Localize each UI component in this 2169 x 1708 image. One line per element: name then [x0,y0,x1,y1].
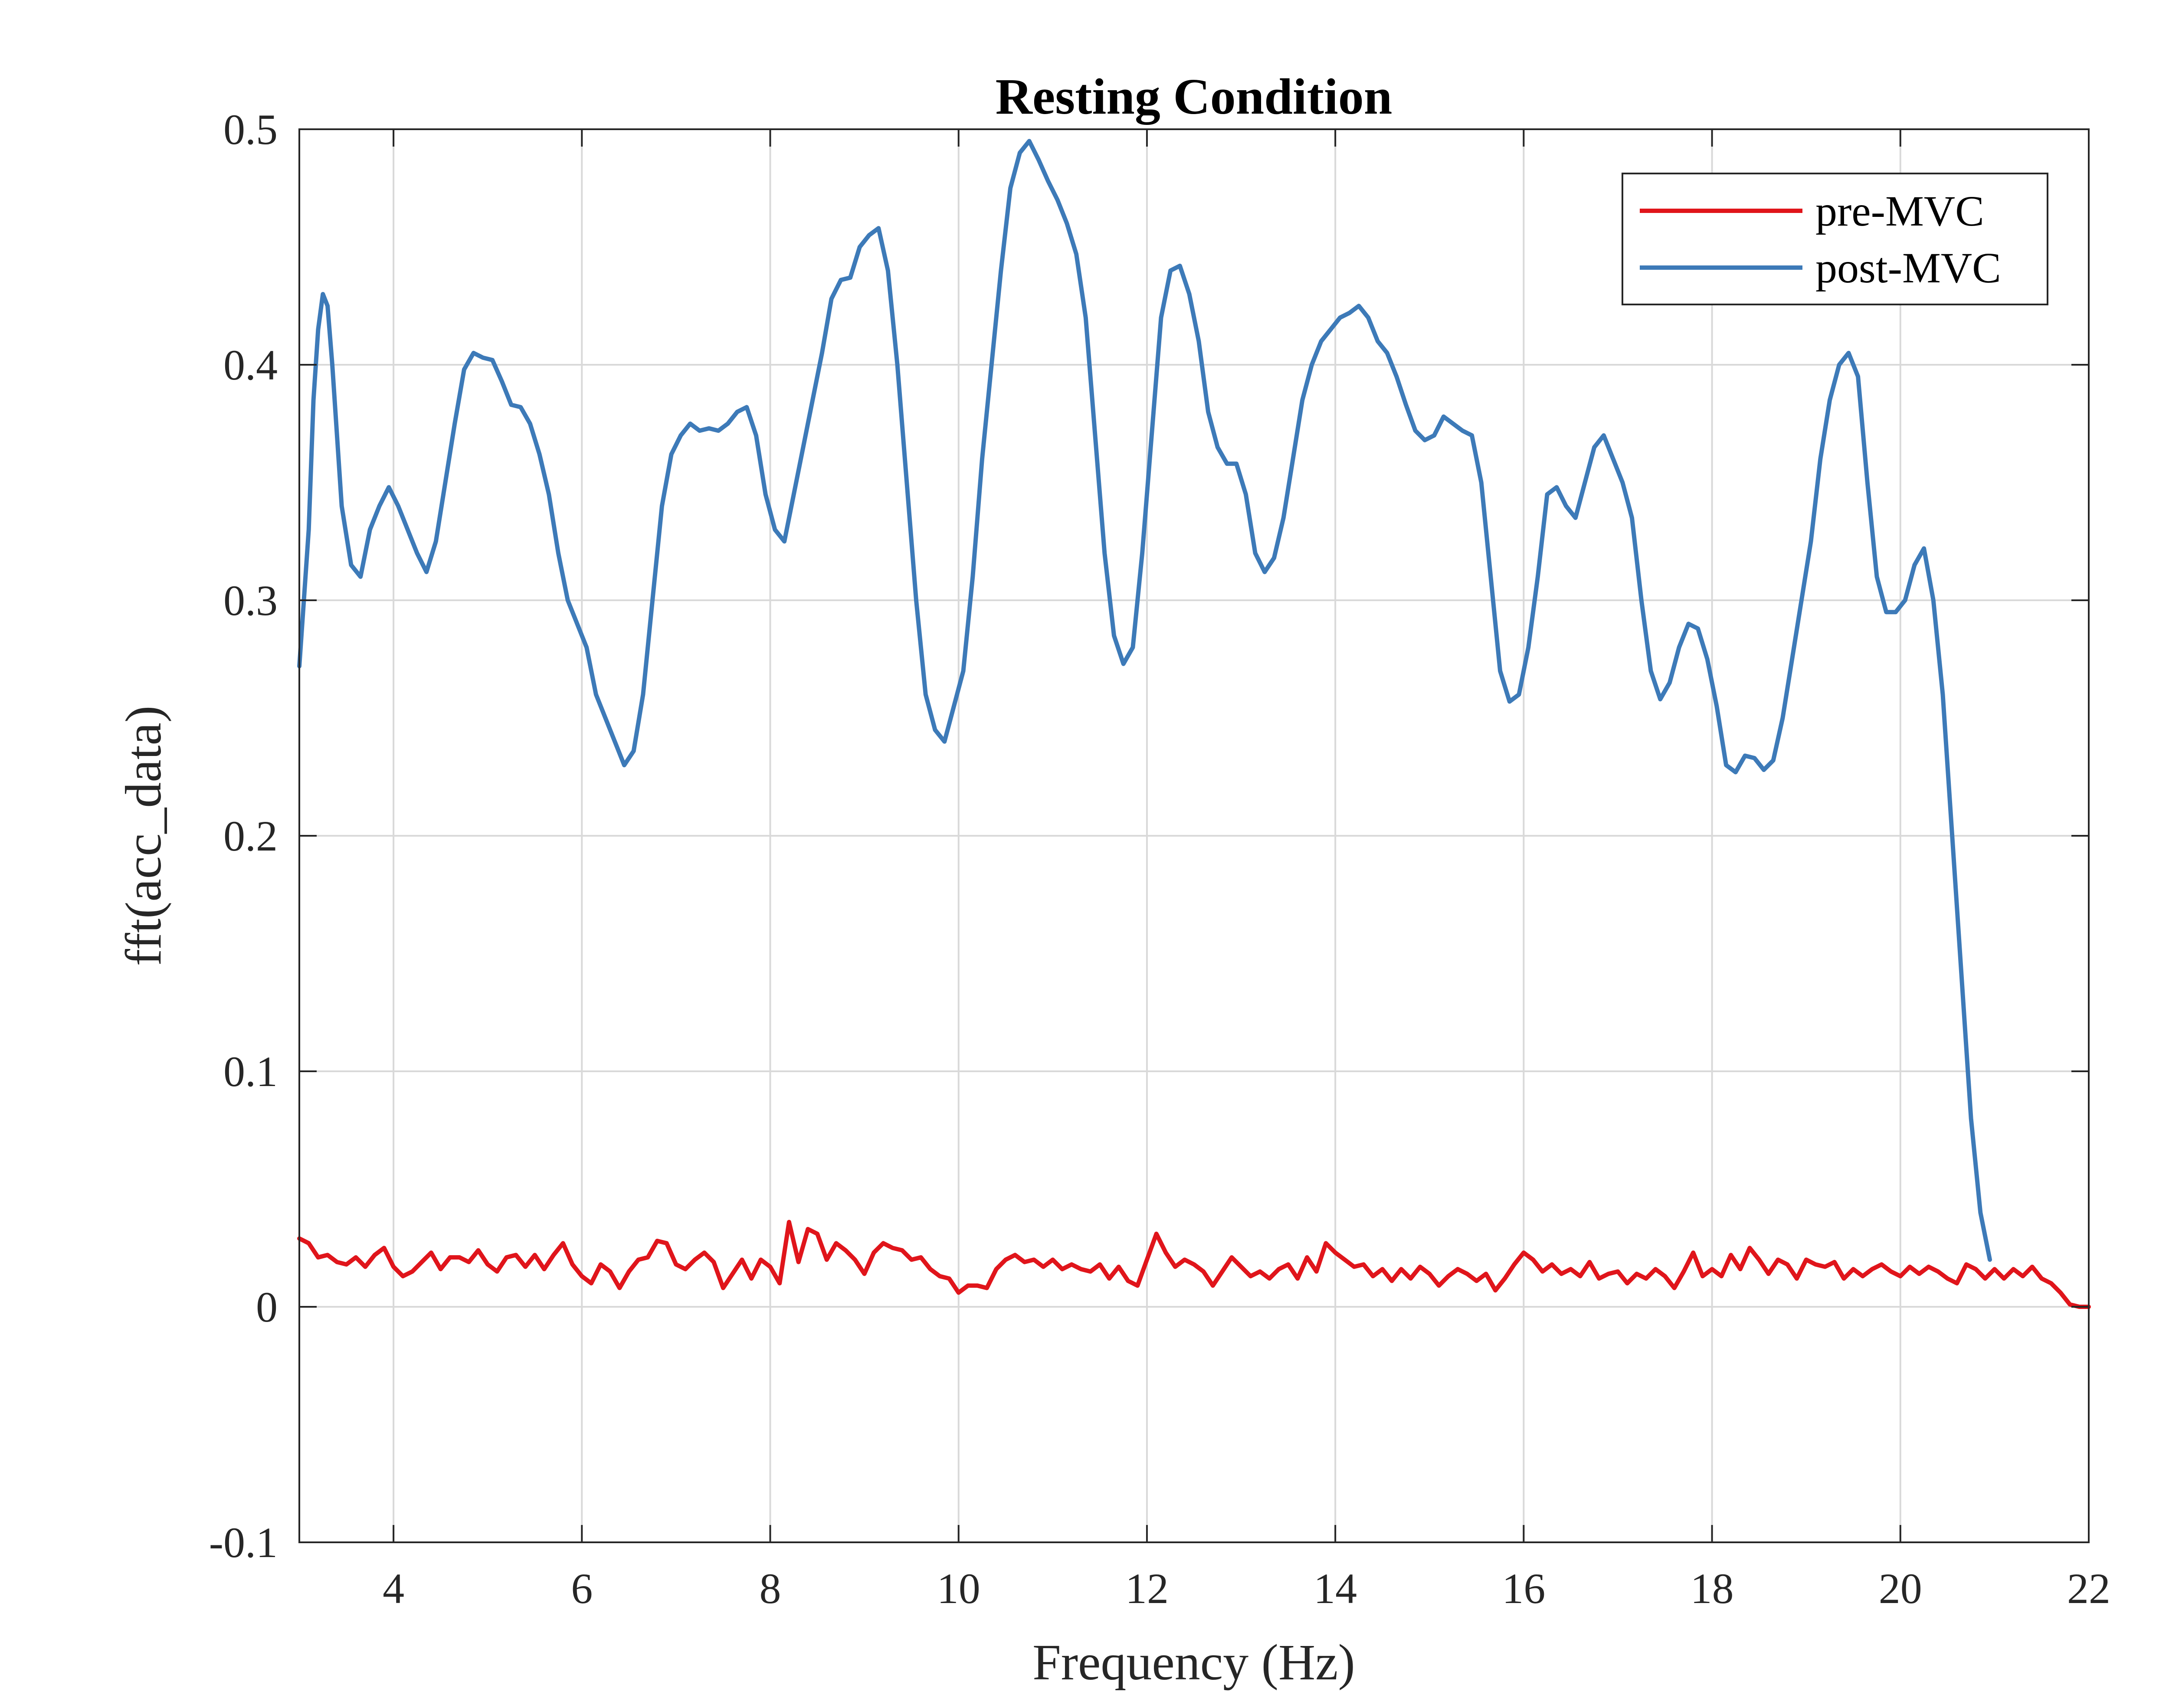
y-tick-label: 0 [256,1283,278,1331]
y-tick-labels: -0.1 0 0.1 0.2 0.3 0.4 0.5 [209,105,278,1567]
tick-marks [299,128,2090,1543]
y-tick-label: -0.1 [209,1518,278,1567]
y-axis-label: fft(acc_data) [115,706,172,966]
series-line-pre-mvc [297,1220,2091,1309]
x-tick-label: 14 [1314,1564,1357,1613]
legend: pre-MVC post-MVC [1622,173,2048,305]
legend-label-pre-mvc: pre-MVC [1815,187,1984,235]
x-tick-label: 22 [2067,1564,2110,1613]
legend-box [1622,173,2048,305]
y-tick-label: 0.4 [223,341,278,389]
x-tick-label: 6 [571,1564,593,1613]
y-tick-label: 0.2 [223,812,278,860]
legend-label-post-mvc: post-MVC [1815,244,2001,292]
x-axis-label: Frequency (Hz) [1032,1634,1355,1691]
y-tick-label: 0.5 [223,105,278,154]
x-tick-label: 18 [1691,1564,1734,1613]
x-tick-label: 10 [937,1564,980,1613]
series-layer [297,139,2091,1309]
x-tick-labels: 4 6 8 10 12 14 16 18 20 22 [383,1564,2110,1613]
y-tick-label: 0.1 [223,1047,278,1096]
series-line-post-mvc [297,139,1992,1262]
y-tick-label: 0.3 [223,576,278,625]
x-tick-label: 8 [760,1564,781,1613]
x-tick-label: 20 [1879,1564,1922,1613]
x-tick-label: 16 [1502,1564,1545,1613]
chart-title: Resting Condition [996,68,1392,125]
x-tick-label: 12 [1125,1564,1169,1613]
x-tick-label: 4 [383,1564,404,1613]
